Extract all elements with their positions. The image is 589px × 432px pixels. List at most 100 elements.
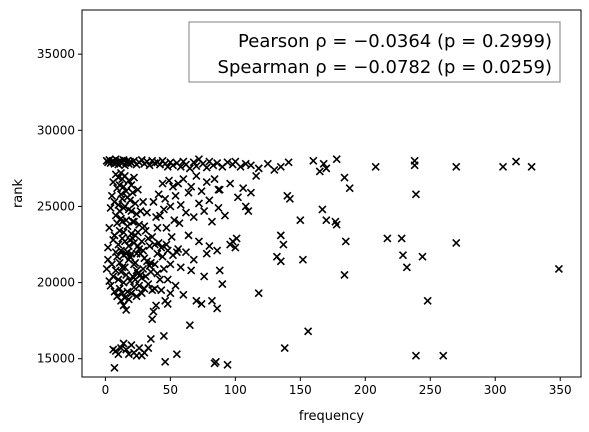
data-point [423,296,432,305]
x-axis-label: frequency [299,409,365,424]
data-point [153,223,162,232]
data-point [207,217,217,226]
data-point [418,252,427,261]
data-point [232,234,241,243]
data-point [322,216,331,225]
data-point [185,321,194,330]
data-point [155,211,165,220]
data-point [189,213,198,222]
data-point [114,275,123,284]
data-point [318,205,327,214]
data-point [200,206,209,216]
data-point [410,161,419,170]
data-point [107,260,116,269]
data-point [141,226,150,235]
data-point [155,275,165,284]
data-point [331,217,340,226]
data-point [187,182,196,191]
data-point [166,289,175,298]
data-point [170,216,179,225]
data-point [168,182,178,191]
data-point [207,296,217,305]
data-point [270,165,279,174]
x-tick-label: 200 [354,383,377,397]
data-point [276,231,285,240]
x-tick-label: 350 [549,383,572,397]
data-point [146,334,155,343]
data-point [411,351,421,360]
data-point [304,327,313,336]
data-point [137,237,146,246]
data-point [209,161,218,170]
data-point [202,163,211,172]
data-point [124,176,133,185]
x-tick-label: 150 [289,383,312,397]
data-point [106,281,115,290]
y-axis-label: rank [11,178,26,208]
data-point [215,266,224,275]
data-point [236,162,245,171]
data-point [315,167,324,176]
y-tick-label: 20000 [37,276,75,290]
data-point [263,159,272,168]
data-point [231,243,240,252]
data-point [187,266,196,275]
data-point [107,191,116,200]
data-point [213,246,222,255]
data-point [109,345,118,354]
data-point [163,275,172,284]
data-point [158,179,167,188]
data-point [127,181,136,190]
data-point [189,255,198,264]
data-point [181,248,191,257]
annotation-box-frame [188,21,561,83]
data-point [153,249,162,258]
data-point [285,194,294,203]
data-point [340,270,349,280]
data-point [148,232,157,241]
data-point [115,284,124,293]
data-point [116,190,126,199]
data-point [166,202,175,211]
data-point [127,289,136,298]
data-point [213,158,222,168]
data-point [116,246,126,255]
data-point [136,206,145,216]
data-point [141,272,150,281]
data-point [131,199,140,208]
data-point [192,162,201,171]
plot-area-frame [81,9,582,378]
x-tick-label: 250 [419,383,442,397]
data-point [220,211,230,220]
data-point [157,286,166,295]
data-point [214,185,223,194]
data-point [162,223,171,232]
data-point [172,350,181,359]
data-point [149,307,158,316]
data-point [119,278,128,287]
data-point [124,295,133,304]
data-point [122,270,131,280]
data-point [103,243,113,252]
data-point [122,216,131,225]
data-point [145,241,154,251]
data-point [213,304,222,313]
data-point [233,193,243,202]
data-point [298,255,307,264]
data-point [150,260,159,269]
data-point [185,164,194,173]
data-point [109,272,118,281]
data-point [371,162,380,171]
data-point [340,173,349,182]
data-point [397,234,406,243]
stats-annotation-box: Pearson ρ = −0.0364 (p = 0.2999) Spearma… [188,21,561,83]
data-point [157,243,166,252]
data-point [129,260,139,269]
x-tick-label: 300 [484,383,507,397]
data-point [137,289,146,298]
data-point [126,196,135,205]
data-point [322,164,331,173]
data-point [116,267,126,276]
data-point [110,363,119,372]
data-point [114,200,123,209]
